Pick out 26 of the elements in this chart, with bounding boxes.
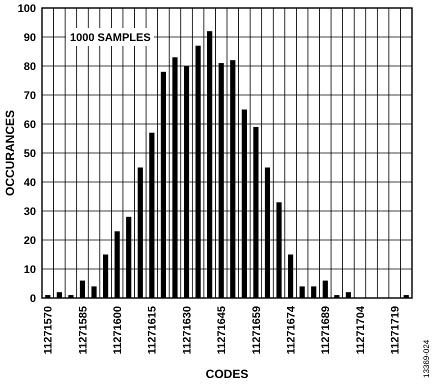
y-tick-label: 10 [24, 264, 36, 276]
y-tick-label: 70 [24, 90, 36, 102]
y-tick-label: 90 [24, 32, 36, 44]
x-tick-label: 11271615 [146, 306, 159, 354]
x-tick-label: 11271689 [320, 306, 332, 354]
y-tick-label: 60 [24, 118, 36, 131]
x-tick-label: 11271630 [181, 306, 194, 354]
x-tick-label: 11271719 [390, 306, 402, 354]
y-tick-label: 20 [24, 234, 36, 247]
x-tick-label: 11271674 [285, 305, 298, 354]
x-tick-label: 11271645 [216, 306, 228, 354]
annotation: 1000 SAMPLES [70, 32, 151, 44]
x-tick-label: 11271659 [250, 306, 263, 354]
y-tick-label: 100 [18, 2, 36, 15]
x-axis-title: CODES [206, 367, 248, 381]
x-tick-label: 11271585 [77, 306, 90, 354]
x-tick-label: 11271704 [354, 305, 367, 354]
y-axis-title: OCCURANCES [3, 110, 18, 196]
y-tick-label: 80 [24, 60, 36, 73]
text: 13369-024 [422, 339, 431, 378]
y-tick-label: 0 [30, 292, 36, 305]
y-tick-label: 30 [24, 206, 36, 218]
y-tick-label: 40 [24, 176, 36, 189]
x-tick-label: 11271600 [112, 306, 124, 354]
y-tick-label: 50 [24, 148, 36, 160]
x-tick-label: 11271570 [42, 306, 55, 354]
